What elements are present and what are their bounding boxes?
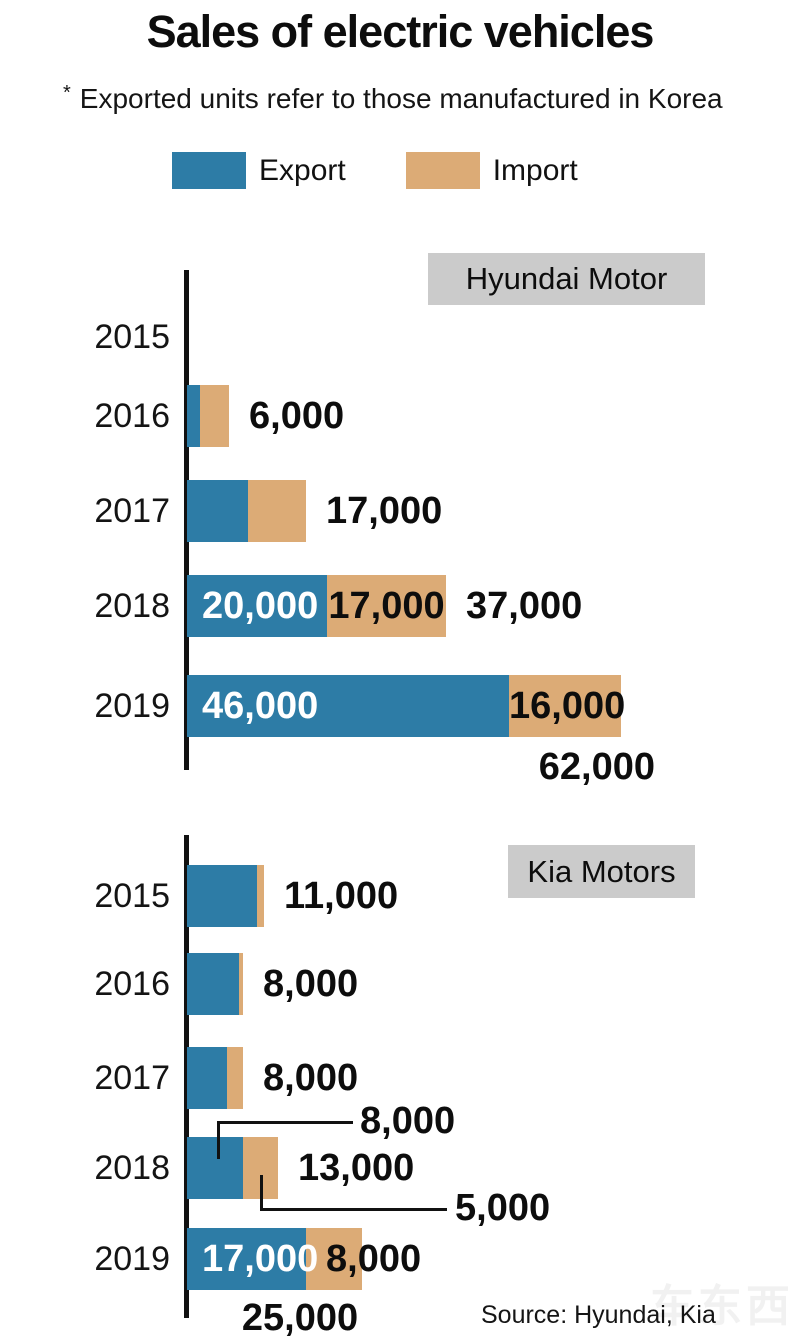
callout-line [217, 1121, 220, 1159]
year-label: 2016 [94, 965, 170, 1003]
export-bar [187, 953, 239, 1015]
import-bar [239, 953, 243, 1015]
year-label: 2017 [94, 492, 170, 530]
import-bar [257, 865, 264, 927]
total-value-label: 8,000 [263, 1057, 359, 1099]
year-label: 2016 [94, 397, 170, 435]
page-title: Sales of electric vehicles [146, 6, 655, 57]
footnote: * Exported units refer to those manufactu… [63, 82, 723, 115]
export-bar [187, 480, 248, 542]
total-value-label: 11,000 [284, 875, 399, 917]
year-label: 2017 [94, 1059, 170, 1097]
export-bar [187, 865, 257, 927]
year-label: 2018 [94, 587, 170, 625]
callout-line [260, 1175, 263, 1211]
export-value-label: 17,000 [202, 1238, 319, 1280]
total-value-label: 25,000 [241, 1297, 359, 1339]
legend: Export Import [172, 152, 578, 189]
year-label: 2018 [94, 1149, 170, 1187]
footnote-text: Exported units refer to those manufactur… [79, 83, 723, 114]
callout-line [217, 1121, 353, 1124]
export-bar [187, 1047, 227, 1109]
legend-export-label: Export [259, 153, 346, 187]
total-value-label: 6,000 [249, 395, 345, 437]
section-label-kia: Kia Motors [508, 845, 695, 898]
callout-line [260, 1208, 447, 1211]
export-value-label: 20,000 [202, 585, 319, 627]
total-value-label: 62,000 [538, 746, 655, 788]
year-label: 2015 [94, 318, 170, 356]
year-label: 2019 [94, 1240, 170, 1278]
kia-axis-line [184, 835, 189, 1318]
import-bar [227, 1047, 243, 1109]
import-bar [306, 1228, 362, 1290]
total-value-label: 13,000 [298, 1147, 415, 1189]
export-bar [187, 1228, 306, 1290]
import-value-label: 16,000 [509, 685, 626, 727]
legend-import-label: Import [492, 153, 578, 187]
source-credit: Source: Hyundai, Kia [481, 1301, 716, 1329]
legend-export-swatch [172, 152, 246, 189]
total-value-label: 37,000 [466, 585, 583, 627]
section-label-hyundai: Hyundai Motor [428, 253, 705, 305]
year-label: 2015 [94, 877, 170, 915]
legend-import-swatch [405, 152, 480, 189]
export-value-label: 46,000 [202, 685, 319, 727]
year-label: 2019 [94, 687, 170, 725]
hyundai-axis-line [184, 270, 189, 770]
export-bar [187, 675, 509, 737]
watermark: 车东西 [650, 1282, 794, 1331]
import-value-label: 17,000 [328, 585, 445, 627]
import-value-label: 5,000 [455, 1187, 551, 1229]
export-bar [187, 575, 327, 637]
footnote-asterisk: * [63, 82, 71, 104]
total-value-label: 17,000 [326, 490, 443, 532]
export-value-label: 8,000 [360, 1100, 456, 1142]
export-bar [187, 1137, 243, 1199]
import-bar [248, 480, 306, 542]
import-value-label: 8,000 [326, 1238, 422, 1280]
import-bar [200, 385, 229, 447]
import-bar [509, 675, 621, 737]
import-bar [243, 1137, 278, 1199]
import-bar [327, 575, 446, 637]
total-value-label: 8,000 [263, 963, 359, 1005]
